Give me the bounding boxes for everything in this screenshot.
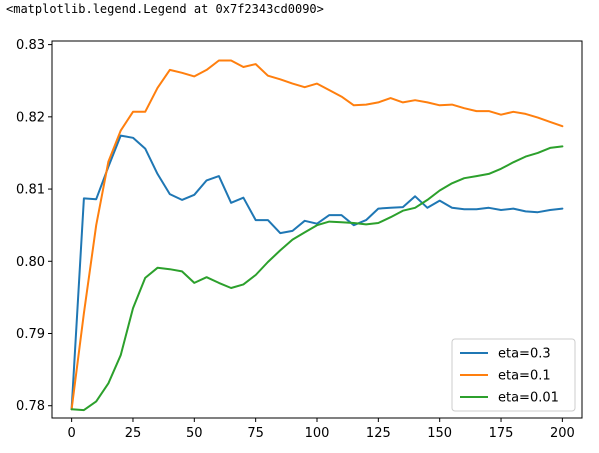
axis-layer: 0 25 50 75 100 125 150 175 200 0.78 0.79 0.80 0.81 0.… <box>16 38 575 441</box>
legend-box <box>451 338 576 412</box>
cell-output-text: <matplotlib.legend.Legend at 0x7f2343cd0… <box>6 2 324 16</box>
x-tick-label: 50 <box>186 426 203 441</box>
series-line-1 <box>70 134 564 411</box>
x-tick-label: 175 <box>489 426 514 441</box>
x-tick-label: 75 <box>247 426 264 441</box>
y-tick-label: 0.83 <box>16 38 45 53</box>
x-tick-label: 25 <box>125 426 142 441</box>
legend-label: eta=0.01 <box>498 391 559 406</box>
legend: eta=0.3 eta=0.1 eta=0.01 <box>451 338 576 412</box>
legend-label: eta=0.1 <box>498 369 551 384</box>
series-line-2 <box>70 59 564 411</box>
x-tick-label: 100 <box>305 426 330 441</box>
y-tick-label: 0.79 <box>16 327 45 342</box>
series-layer <box>70 59 564 412</box>
y-tick-label: 0.78 <box>16 399 45 414</box>
y-tick-label: 0.81 <box>16 183 45 198</box>
y-tick-label: 0.80 <box>16 255 45 270</box>
x-tick-label: 125 <box>366 426 391 441</box>
series-line-3 <box>70 145 564 412</box>
x-tick-label: 150 <box>427 426 452 441</box>
y-tick-label: 0.82 <box>16 110 45 125</box>
x-tick-label: 200 <box>550 426 575 441</box>
x-tick-label: 0 <box>67 426 75 441</box>
legend-label: eta=0.3 <box>498 347 551 362</box>
